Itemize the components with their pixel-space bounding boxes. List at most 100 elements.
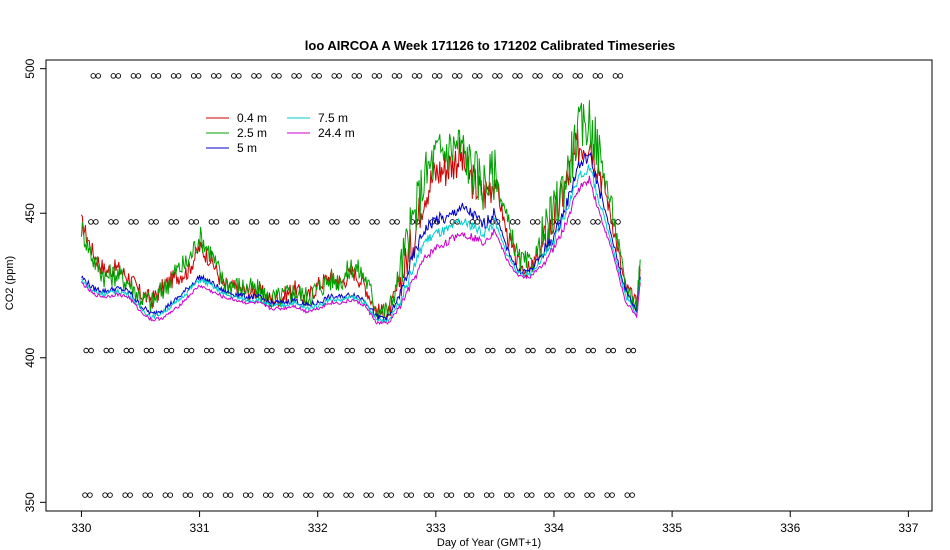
marker-point	[416, 73, 423, 79]
marker-point	[267, 492, 274, 498]
marker-point	[253, 219, 260, 225]
x-axis: 330 331 332 333 334 335 336 337	[71, 510, 919, 535]
marker-point	[483, 492, 490, 498]
marker-point	[394, 219, 400, 225]
marker-point	[544, 492, 550, 498]
marker-point	[590, 347, 596, 354]
marker-point	[388, 492, 394, 498]
marker-point	[123, 347, 130, 354]
marker-point	[429, 347, 436, 354]
marker-point	[577, 73, 583, 79]
marker-point	[170, 73, 177, 79]
marker-point	[291, 73, 297, 79]
marker-point	[183, 347, 190, 354]
marker-point	[610, 347, 617, 354]
marker-point	[324, 347, 330, 354]
marker-point	[236, 73, 242, 79]
marker-point	[167, 492, 174, 498]
marker-point	[497, 73, 503, 79]
marker-point	[477, 73, 483, 79]
marker-point	[585, 347, 591, 354]
marker-point	[247, 492, 254, 498]
marker-point	[584, 492, 590, 498]
series-layer	[80, 100, 641, 326]
marker-point	[128, 219, 134, 225]
marker-point	[168, 219, 174, 225]
marker-point	[384, 347, 391, 354]
marker-point	[517, 73, 523, 79]
marker-point	[369, 219, 375, 225]
marker-point	[248, 219, 255, 225]
marker-point	[514, 219, 521, 225]
marker-point	[525, 347, 531, 354]
marker-point	[595, 219, 601, 225]
marker-point	[88, 347, 94, 354]
marker-point	[552, 73, 558, 79]
marker-point	[82, 492, 88, 498]
marker-point	[223, 347, 230, 354]
marker-point	[93, 219, 99, 225]
marker-point	[371, 73, 378, 79]
x-tick-label: 333	[426, 521, 446, 535]
marker-point	[309, 219, 315, 225]
marker-point	[323, 492, 329, 498]
marker-point	[349, 219, 355, 225]
marker-point	[108, 219, 114, 225]
legend-label: 7.5 m	[318, 111, 348, 125]
y-tick-label: 450	[23, 203, 37, 223]
marker-point	[288, 492, 294, 498]
marker-point	[597, 73, 604, 79]
marker-point	[625, 347, 632, 354]
marker-point	[284, 347, 290, 354]
marker-point	[468, 492, 475, 498]
marker-point	[444, 347, 451, 354]
marker-point	[549, 492, 555, 498]
marker-point	[215, 73, 222, 79]
marker-point	[251, 73, 257, 79]
marker-point	[222, 492, 229, 498]
marker-point	[135, 73, 142, 79]
marker-point	[102, 492, 108, 498]
marker-point	[289, 347, 295, 354]
marker-point	[411, 73, 418, 79]
x-tick-label: 336	[780, 521, 800, 535]
y-tick-label: 350	[23, 492, 37, 512]
x-tick-label: 337	[898, 521, 918, 535]
marker-point	[349, 347, 355, 354]
marker-point	[376, 73, 383, 79]
marker-point	[630, 347, 637, 354]
marker-point	[472, 73, 478, 79]
x-tick-label: 334	[544, 521, 564, 535]
marker-point	[113, 219, 119, 225]
marker-point	[110, 73, 117, 79]
marker-point	[309, 347, 315, 354]
marker-point	[604, 492, 610, 498]
marker-point	[343, 492, 349, 498]
marker-point	[474, 219, 481, 225]
marker-point	[163, 347, 170, 354]
marker-point	[271, 73, 277, 79]
marker-point	[193, 219, 200, 225]
marker-point	[231, 73, 237, 79]
marker-point	[130, 73, 137, 79]
marker-point	[363, 492, 369, 498]
marker-point	[269, 347, 275, 354]
x-tick-label: 332	[308, 521, 328, 535]
marker-point	[329, 347, 335, 354]
marker-point	[293, 219, 300, 225]
marker-point	[605, 347, 612, 354]
marker-point	[565, 347, 571, 354]
marker-point	[143, 347, 150, 354]
marker-point	[227, 492, 234, 498]
marker-point	[262, 492, 269, 498]
marker-point	[276, 73, 282, 79]
marker-point	[150, 73, 157, 79]
marker-point	[564, 492, 570, 498]
y-tick-label: 500	[23, 58, 37, 78]
marker-point	[423, 492, 430, 498]
marker-point	[108, 347, 114, 354]
plot-frame	[45, 59, 933, 512]
marker-point	[336, 73, 342, 79]
marker-point	[228, 347, 235, 354]
marker-point	[103, 347, 109, 354]
